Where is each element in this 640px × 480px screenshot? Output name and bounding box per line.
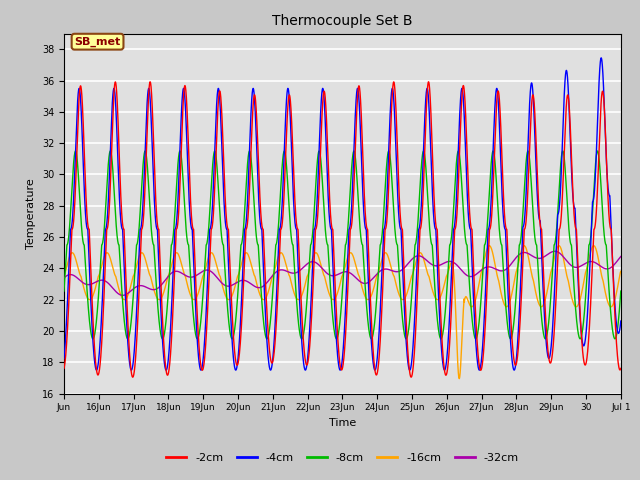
Title: Thermocouple Set B: Thermocouple Set B [272,14,413,28]
Text: SB_met: SB_met [74,36,121,47]
X-axis label: Time: Time [329,418,356,428]
Y-axis label: Temperature: Temperature [26,178,36,249]
Legend: -2cm, -4cm, -8cm, -16cm, -32cm: -2cm, -4cm, -8cm, -16cm, -32cm [162,448,523,467]
